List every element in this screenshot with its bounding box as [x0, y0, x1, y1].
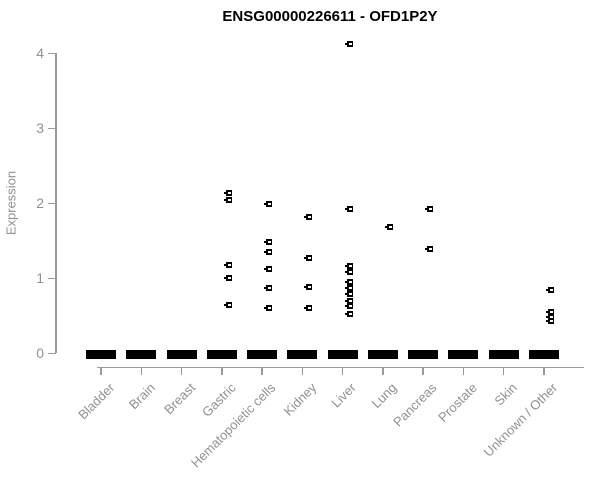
- data-point: [223, 274, 232, 281]
- zero-expression-bar: [287, 350, 318, 359]
- zero-expression-bar: [327, 350, 358, 359]
- zero-expression-bar: [86, 350, 116, 359]
- zero-expression-bar: [488, 350, 519, 359]
- data-point: [304, 304, 313, 311]
- data-point: [264, 201, 273, 208]
- zero-expression-bar: [448, 350, 479, 359]
- data-point: [344, 285, 353, 292]
- data-point: [545, 309, 554, 316]
- y-tick-label: 1: [36, 270, 44, 287]
- y-axis-tick: [48, 127, 56, 130]
- data-point: [223, 261, 232, 268]
- x-axis-tick: [301, 367, 304, 375]
- zero-expression-bar: [367, 350, 398, 359]
- data-point: [223, 189, 232, 196]
- x-axis-tick: [341, 367, 344, 375]
- x-axis-tick: [100, 367, 102, 375]
- x-axis-tick: [502, 367, 505, 375]
- x-axis-line: [97, 366, 584, 368]
- x-axis-tick: [543, 367, 545, 375]
- y-tick-label: 0: [36, 345, 44, 362]
- y-tick-label: 4: [36, 45, 44, 62]
- zero-expression-bar: [206, 350, 237, 359]
- data-point: [344, 269, 353, 276]
- x-tick-label: Prostate: [435, 380, 481, 425]
- data-point: [344, 291, 353, 298]
- data-point: [223, 301, 232, 308]
- data-point: [304, 213, 313, 220]
- data-point: [545, 318, 554, 325]
- x-axis-tick: [382, 367, 384, 375]
- zero-expression-bar: [166, 350, 197, 359]
- x-tick-label: Kidney: [280, 380, 319, 419]
- data-point: [264, 304, 273, 311]
- x-tick-label: Liver: [328, 380, 360, 411]
- data-point: [545, 313, 554, 320]
- data-point: [344, 279, 353, 286]
- x-axis-tick: [180, 367, 183, 375]
- y-axis-tick: [48, 202, 56, 205]
- x-tick-label: Breast: [160, 380, 199, 418]
- data-point: [425, 246, 434, 253]
- data-point: [264, 249, 273, 256]
- data-point: [264, 285, 273, 292]
- zero-expression-bar: [528, 350, 559, 359]
- zero-expression-bar: [247, 350, 278, 359]
- zero-expression-bar: [408, 350, 439, 359]
- x-tick-label: Pancreas: [390, 380, 440, 430]
- y-axis-tick: [48, 52, 56, 55]
- y-tick-label: 2: [36, 195, 44, 212]
- data-point: [344, 297, 353, 304]
- x-tick-label: Unknown / Other: [480, 380, 561, 460]
- data-point: [344, 205, 353, 212]
- data-point: [344, 41, 353, 48]
- data-point: [304, 255, 313, 262]
- data-point: [344, 263, 353, 270]
- data-point: [223, 196, 232, 203]
- y-axis-tick: [48, 352, 56, 355]
- x-tick-label: Bladder: [75, 380, 118, 423]
- data-point: [264, 266, 273, 273]
- x-axis-tick: [462, 367, 465, 375]
- x-axis-tick: [422, 367, 424, 375]
- chart-title: ENSG00000226611 - OFD1P2Y: [222, 8, 438, 25]
- data-point: [304, 283, 313, 290]
- x-axis-tick: [140, 367, 143, 375]
- y-axis-tick: [48, 277, 56, 280]
- zero-expression-bar: [126, 350, 157, 359]
- data-point: [425, 205, 434, 212]
- data-point: [264, 238, 273, 245]
- x-axis-tick: [261, 367, 263, 375]
- x-tick-label: Skin: [491, 380, 521, 409]
- x-tick-label: Lung: [368, 380, 400, 412]
- x-axis-tick: [221, 367, 223, 375]
- data-point: [344, 303, 353, 310]
- data-point: [384, 223, 393, 230]
- data-point: [344, 311, 353, 318]
- data-point: [545, 287, 554, 294]
- x-tick-label: Brain: [125, 380, 158, 413]
- y-tick-label: 3: [36, 120, 44, 137]
